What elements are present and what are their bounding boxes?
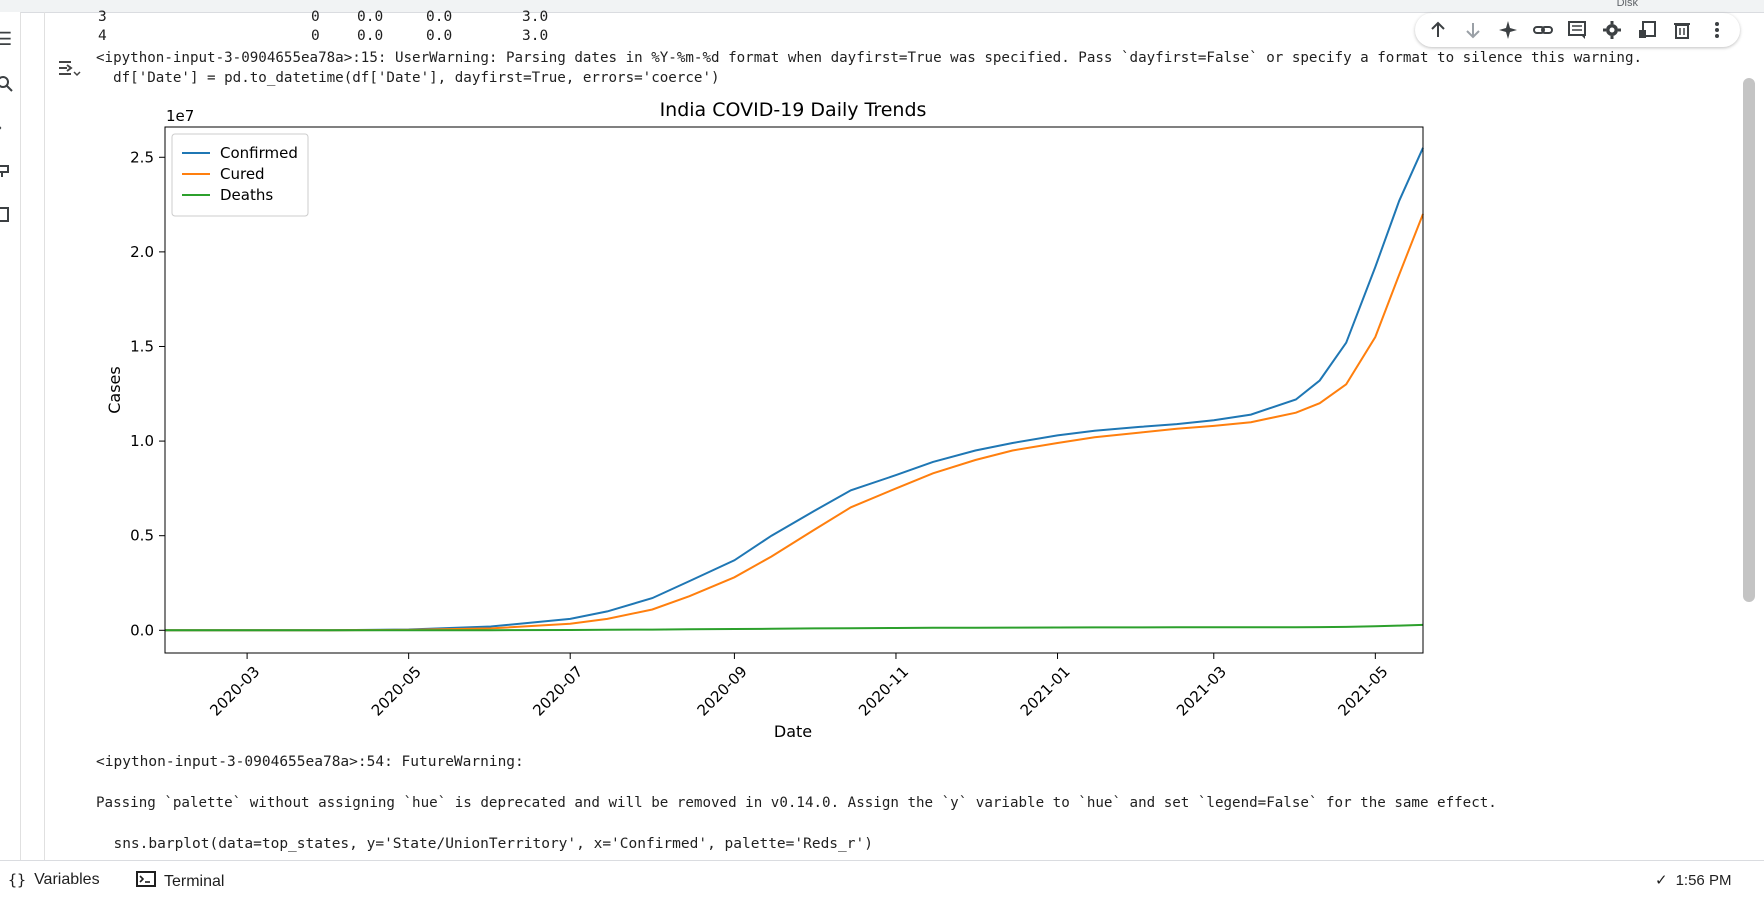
folder-icon[interactable] xyxy=(0,206,14,224)
link-icon[interactable] xyxy=(1529,16,1557,44)
x-tick-label: 2020-05 xyxy=(368,663,425,720)
y-tick-label: 0.0 xyxy=(130,621,154,639)
warning-line: sns.barplot(data=top_states, y='State/Un… xyxy=(96,836,873,852)
y-axis-label: Cases xyxy=(105,366,124,414)
warning-line: df['Date'] = pd.to_datetime(df['Date'], … xyxy=(96,70,720,86)
warning-line: <ipython-input-3-0904655ea78a>:15: UserW… xyxy=(96,50,1643,66)
series-line-confirmed xyxy=(165,147,1424,632)
y-tick-label: 1.5 xyxy=(130,337,154,355)
x-tick-label: 2020-03 xyxy=(206,663,263,720)
legend: Confirmed Cured Deaths xyxy=(171,133,309,217)
top-strip: Disk xyxy=(0,0,1764,13)
x-tick-label: 2020-09 xyxy=(694,663,751,720)
x-tick-label: 2021-01 xyxy=(1017,663,1074,720)
table-row: 4 xyxy=(98,28,107,44)
table-cell: 0.0 xyxy=(357,9,384,25)
output-menu-icon[interactable] xyxy=(57,57,81,81)
cell-toolbar xyxy=(1415,13,1740,47)
covid-trends-chart: India COVID-19 Daily Trends 1e7 0.0 0.5 1.… xyxy=(105,99,1424,741)
chart-title: India COVID-19 Daily Trends xyxy=(660,99,927,121)
row-index: 3 xyxy=(98,9,107,25)
more-vert-icon[interactable] xyxy=(1703,16,1731,44)
comment-icon[interactable] xyxy=(1563,16,1591,44)
x-tick-label: 2021-03 xyxy=(1173,663,1230,720)
y-multiplier-label: 1e7 xyxy=(166,107,194,125)
legend-label: Cured xyxy=(220,165,265,183)
table-cell: 3.0 xyxy=(522,28,549,44)
arrow-up-icon[interactable] xyxy=(1424,16,1452,44)
variables-label: Variables xyxy=(34,871,100,888)
notebook-cell-output xyxy=(44,12,1735,860)
braces-icon: {} xyxy=(8,871,27,889)
row-index: 4 xyxy=(98,28,107,44)
x-tick-label: 2020-11 xyxy=(855,663,912,720)
series-line-cured xyxy=(165,213,1424,632)
trash-icon[interactable] xyxy=(1668,16,1696,44)
check-icon: ✓ xyxy=(1655,872,1668,889)
y-tick-label: 1.0 xyxy=(130,432,154,450)
search-icon[interactable] xyxy=(0,75,14,93)
left-rail: ☰ › xyxy=(0,12,21,860)
code-icon[interactable]: › xyxy=(0,118,14,136)
y-tick-label: 0.5 xyxy=(130,527,154,545)
x-tick-label: 2020-07 xyxy=(529,663,586,720)
table-cell: 3.0 xyxy=(522,9,549,25)
sparkle-icon[interactable] xyxy=(1494,16,1522,44)
arrow-down-icon[interactable] xyxy=(1459,16,1487,44)
terminal-button[interactable]: Terminal xyxy=(136,871,224,892)
gear-icon[interactable] xyxy=(1598,16,1626,44)
legend-label: Confirmed xyxy=(220,144,298,162)
table-row: 3 xyxy=(98,9,107,25)
mirror-cell-icon[interactable] xyxy=(1633,16,1661,44)
scrollbar-thumb[interactable] xyxy=(1743,78,1755,602)
x-tick-label: 2021-05 xyxy=(1335,663,1392,720)
table-cell: 0 xyxy=(311,28,320,44)
variables-button[interactable]: {} Variables xyxy=(8,871,100,889)
disk-label: Disk xyxy=(1616,0,1638,9)
status-indicator[interactable]: ✓ 1:56 PM xyxy=(1655,871,1732,890)
y-tick-label: 2.0 xyxy=(130,243,154,261)
terminal-label: Terminal xyxy=(164,872,225,890)
table-cell: 0.0 xyxy=(357,28,384,44)
table-cell: 0 xyxy=(311,9,320,25)
plot-frame xyxy=(164,126,1424,654)
legend-label: Deaths xyxy=(220,186,273,204)
bottom-bar: {} Variables Terminal ✓ 1:56 PM xyxy=(0,860,1764,902)
warning-line: <ipython-input-3-0904655ea78a>:54: Futur… xyxy=(96,754,524,770)
table-cell: 0.0 xyxy=(426,28,453,44)
y-tick-label: 2.5 xyxy=(130,148,154,166)
key-icon[interactable] xyxy=(0,162,14,180)
x-axis-label: Date xyxy=(774,722,812,741)
menu-icon[interactable]: ☰ xyxy=(0,29,13,49)
terminal-icon xyxy=(136,871,156,892)
table-cell: 0.0 xyxy=(426,9,453,25)
warning-line: Passing `palette` without assigning `hue… xyxy=(96,795,1497,811)
series-line-deaths xyxy=(165,623,1424,632)
status-time: 1:56 PM xyxy=(1675,871,1732,889)
